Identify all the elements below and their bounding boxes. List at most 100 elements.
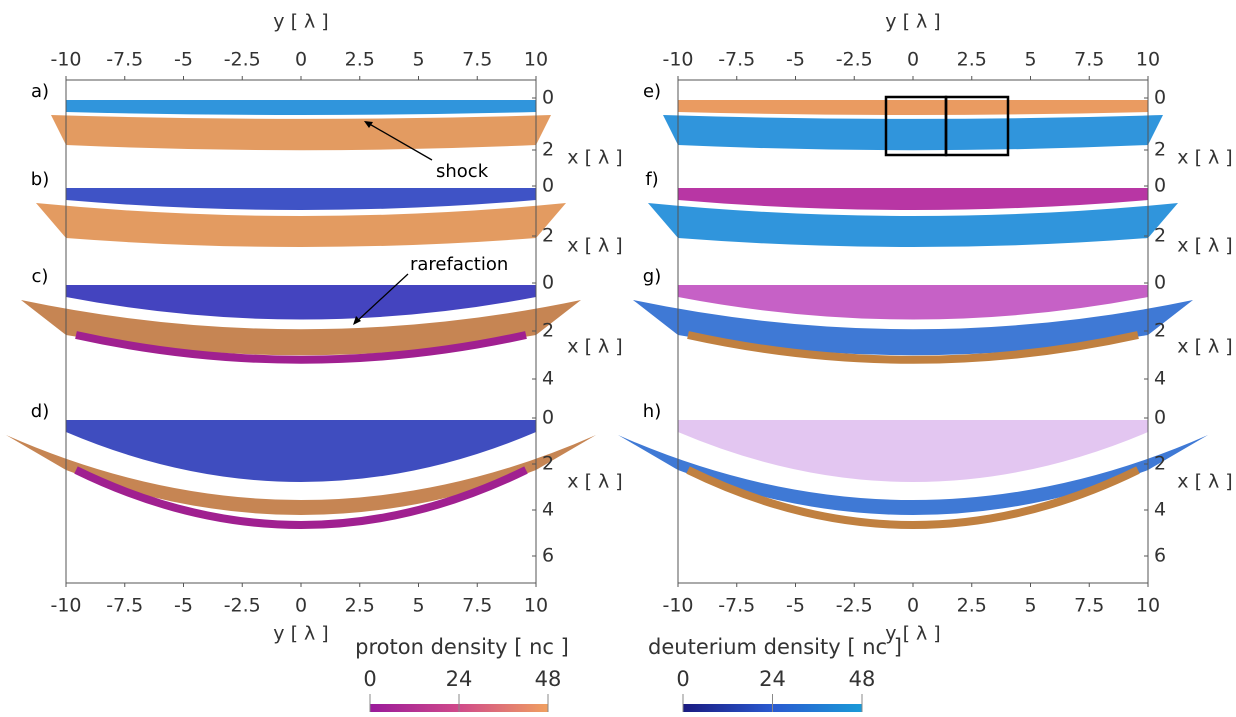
y-tick-label: -7.5 xyxy=(718,595,755,617)
rendering-rim xyxy=(686,466,1140,529)
y-tick-label: 10 xyxy=(524,595,548,617)
y-tick-label: 10 xyxy=(524,49,548,71)
y-tick-label: 7.5 xyxy=(462,49,492,71)
axis-label: x [ λ ] xyxy=(1177,235,1232,257)
y-tick-label: 2.5 xyxy=(957,49,987,71)
rendering-upper xyxy=(66,285,536,320)
arrowhead xyxy=(364,121,373,128)
x-tick-label: 6 xyxy=(1154,545,1166,567)
x-tick-label: 2 xyxy=(1154,320,1166,342)
axis-label: x [ λ ] xyxy=(567,147,622,169)
panel-label: c) xyxy=(32,266,49,287)
rendering-upper xyxy=(66,420,536,482)
panel-label: d) xyxy=(31,401,49,422)
y-tick-label: -10 xyxy=(50,49,81,71)
y-tick-label: -5 xyxy=(174,595,193,617)
x-tick-label: 0 xyxy=(1154,87,1166,109)
x-tick-label: 2 xyxy=(542,225,554,247)
rendering-upper xyxy=(678,188,1148,210)
colorbar-tick-label: 0 xyxy=(676,667,689,691)
rendering-lower xyxy=(633,300,1193,356)
axis-label: y [ λ ] xyxy=(885,11,940,33)
axis-label: x [ λ ] xyxy=(1177,471,1232,493)
y-tick-label: -2.5 xyxy=(836,49,873,71)
zoom-box xyxy=(944,95,1010,157)
axis-label: x [ λ ] xyxy=(1177,147,1232,169)
axis-label: x [ λ ] xyxy=(567,336,622,358)
y-tick-label: 5 xyxy=(412,49,424,71)
x-tick-label: 4 xyxy=(1154,499,1166,521)
axis-label: x [ λ ] xyxy=(1177,336,1232,358)
y-tick-label: -2.5 xyxy=(836,595,873,617)
y-tick-label: 5 xyxy=(1024,49,1036,71)
x-tick-label: 4 xyxy=(1154,368,1166,390)
x-tick-label: 2 xyxy=(1154,453,1166,475)
rendering-lower xyxy=(618,435,1208,515)
y-tick-label: 0 xyxy=(295,49,307,71)
rendering-rim xyxy=(687,331,1139,364)
y-tick-label: 10 xyxy=(1136,49,1160,71)
y-tick-label: 0 xyxy=(907,49,919,71)
axis-label: x [ λ ] xyxy=(567,235,622,257)
rendering-upper xyxy=(66,188,536,210)
annotation: shock xyxy=(436,161,489,182)
rendering-lower xyxy=(663,115,1163,151)
y-tick-label: 5 xyxy=(1024,595,1036,617)
axis-label: y [ λ ] xyxy=(885,623,940,645)
colorbar-tick-label: 48 xyxy=(849,667,876,691)
x-tick-label: 2 xyxy=(542,453,554,475)
panel-label: f) xyxy=(645,169,658,190)
x-tick-label: 4 xyxy=(542,368,554,390)
rendering-upper xyxy=(66,100,536,115)
y-tick-label: -10 xyxy=(662,595,693,617)
panel-label: a) xyxy=(31,81,49,102)
x-tick-label: 2 xyxy=(1154,225,1166,247)
colorbar-title: proton density [ nc ] xyxy=(355,635,569,659)
colorbar-title: deuterium density [ nc ] xyxy=(648,635,902,659)
x-tick-label: 4 xyxy=(542,499,554,521)
x-tick-label: 0 xyxy=(1154,175,1166,197)
annotation: rarefaction xyxy=(410,254,508,275)
colorbar-tick-label: 24 xyxy=(759,667,786,691)
y-tick-label: 7.5 xyxy=(1074,595,1104,617)
rendering-upper xyxy=(678,285,1148,320)
y-tick-label: 7.5 xyxy=(1074,49,1104,71)
rendering-lower xyxy=(21,300,581,356)
x-tick-label: 0 xyxy=(542,407,554,429)
panel-label: g) xyxy=(643,266,661,287)
rendering-lower xyxy=(648,203,1178,247)
rendering-lower xyxy=(51,115,551,151)
axis-label: y [ λ ] xyxy=(273,623,328,645)
panel-label: b) xyxy=(31,169,49,190)
x-tick-label: 0 xyxy=(1154,272,1166,294)
y-tick-label: 5 xyxy=(412,595,424,617)
y-tick-label: -7.5 xyxy=(718,49,755,71)
rendering-lower xyxy=(36,203,566,247)
x-tick-label: 0 xyxy=(1154,407,1166,429)
y-tick-label: -5 xyxy=(174,49,193,71)
rendering-rim xyxy=(74,466,528,529)
y-tick-label: 2.5 xyxy=(345,595,375,617)
y-tick-label: 7.5 xyxy=(462,595,492,617)
axis-label: x [ λ ] xyxy=(567,471,622,493)
colorbar-tick-label: 0 xyxy=(363,667,376,691)
y-tick-label: 2.5 xyxy=(345,49,375,71)
x-tick-label: 0 xyxy=(542,272,554,294)
y-tick-label: -2.5 xyxy=(224,49,261,71)
rendering-lower xyxy=(6,435,596,515)
rendering-upper xyxy=(678,100,1148,115)
y-tick-label: -10 xyxy=(50,595,81,617)
y-tick-label: -2.5 xyxy=(224,595,261,617)
x-tick-label: 0 xyxy=(542,175,554,197)
y-tick-label: 0 xyxy=(907,595,919,617)
x-tick-label: 2 xyxy=(542,139,554,161)
y-tick-label: 10 xyxy=(1136,595,1160,617)
x-tick-label: 0 xyxy=(542,87,554,109)
arrow xyxy=(354,273,409,324)
colorbar-tick-label: 48 xyxy=(535,667,562,691)
x-tick-label: 6 xyxy=(542,545,554,567)
y-tick-label: -5 xyxy=(786,595,805,617)
y-tick-label: -5 xyxy=(786,49,805,71)
colorbar-tick-label: 24 xyxy=(446,667,473,691)
